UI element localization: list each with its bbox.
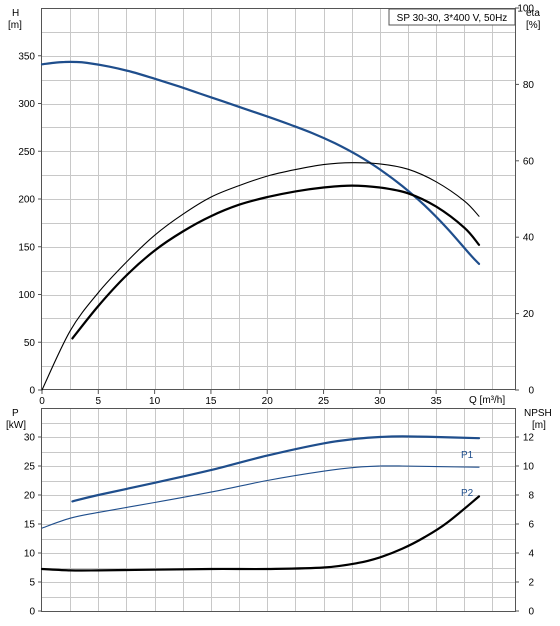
y-right-tick-label: 6 — [528, 520, 534, 531]
y-left-tick-label: 300 — [18, 99, 35, 110]
y-left-tick-label: 150 — [18, 242, 35, 253]
series-line-p1 — [71, 435, 481, 503]
y-left-tick-label: 350 — [18, 51, 35, 62]
x-tick-label: 15 — [205, 396, 217, 407]
series-line-npsh — [40, 495, 481, 572]
y-left-tick-label: 0 — [29, 607, 35, 618]
x-axis-label: Q [m³/h] — [469, 395, 505, 406]
y-right-tick-label: 20 — [523, 309, 535, 320]
series-label-p2: P2 — [461, 488, 474, 499]
y-left-unit-power: [kW] — [6, 420, 26, 431]
head-efficiency-panel: 0 50 100 150 200 250 300 350 0 20 40 60 80 100 0 5 10 15 2… — [8, 4, 541, 408]
y-right-unit-eta: [%] — [526, 20, 541, 31]
series-line-efficiency-a — [71, 184, 481, 340]
series-label-p1: P1 — [461, 450, 474, 461]
x-tick-label: 5 — [96, 396, 102, 407]
x-tick-label: 25 — [318, 396, 330, 407]
y-left-label-head: H — [12, 8, 19, 19]
y-right-label-npsh: NPSH — [524, 408, 552, 419]
x-tick-label: 0 — [39, 396, 45, 407]
y-left-label-power: P — [12, 408, 19, 419]
series-line-efficiency-b — [41, 162, 480, 391]
y-right-tick-label: 0 — [528, 607, 534, 618]
y-right-tick-label: 8 — [528, 491, 534, 502]
y-right-tick-label: 60 — [523, 156, 535, 167]
y-left-tick-label: 0 — [29, 386, 35, 397]
y-left-tick-label: 15 — [24, 520, 36, 531]
y-left-unit-head: [m] — [8, 20, 22, 31]
y-left-tick-label: 100 — [18, 290, 35, 301]
x-tick-label: 35 — [431, 396, 443, 407]
y-left-tick-label: 25 — [24, 462, 36, 473]
y-left-tick-label: 50 — [24, 338, 36, 349]
y-right-tick-label: 2 — [528, 578, 534, 589]
x-tick-label: 20 — [262, 396, 274, 407]
x-tick-label: 10 — [149, 396, 161, 407]
y-left-tick-label: 200 — [18, 195, 35, 206]
y-right-label-eta: eta — [526, 8, 540, 19]
chart-title: SP 30-30, 3*400 V, 50Hz — [397, 13, 508, 24]
y-left-tick-label: 5 — [29, 578, 35, 589]
y-left-tick-label: 30 — [24, 433, 36, 444]
y-right-tick-label: 4 — [528, 549, 534, 560]
power-npsh-panel: 0 5 10 15 20 25 30 0 2 4 6 8 10 12 P [kW] NPSH [m] P1… — [6, 408, 552, 618]
y-left-tick-label: 250 — [18, 147, 35, 158]
series-line-p2 — [41, 465, 480, 529]
y-right-unit-npsh: [m] — [532, 420, 546, 431]
y-right-tick-label: 10 — [523, 462, 535, 473]
y-right-tick-label: 12 — [523, 433, 535, 444]
y-right-tick-label: 100 — [517, 4, 534, 15]
x-tick-label: 30 — [374, 396, 386, 407]
y-left-tick-label: 10 — [24, 549, 36, 560]
y-right-tick-label: 40 — [523, 233, 535, 244]
y-left-tick-label: 20 — [24, 491, 36, 502]
y-right-tick-label: 0 — [528, 386, 534, 397]
y-right-tick-label: 80 — [523, 80, 535, 91]
chart-title-box — [388, 8, 516, 26]
series-line-head — [40, 60, 481, 265]
